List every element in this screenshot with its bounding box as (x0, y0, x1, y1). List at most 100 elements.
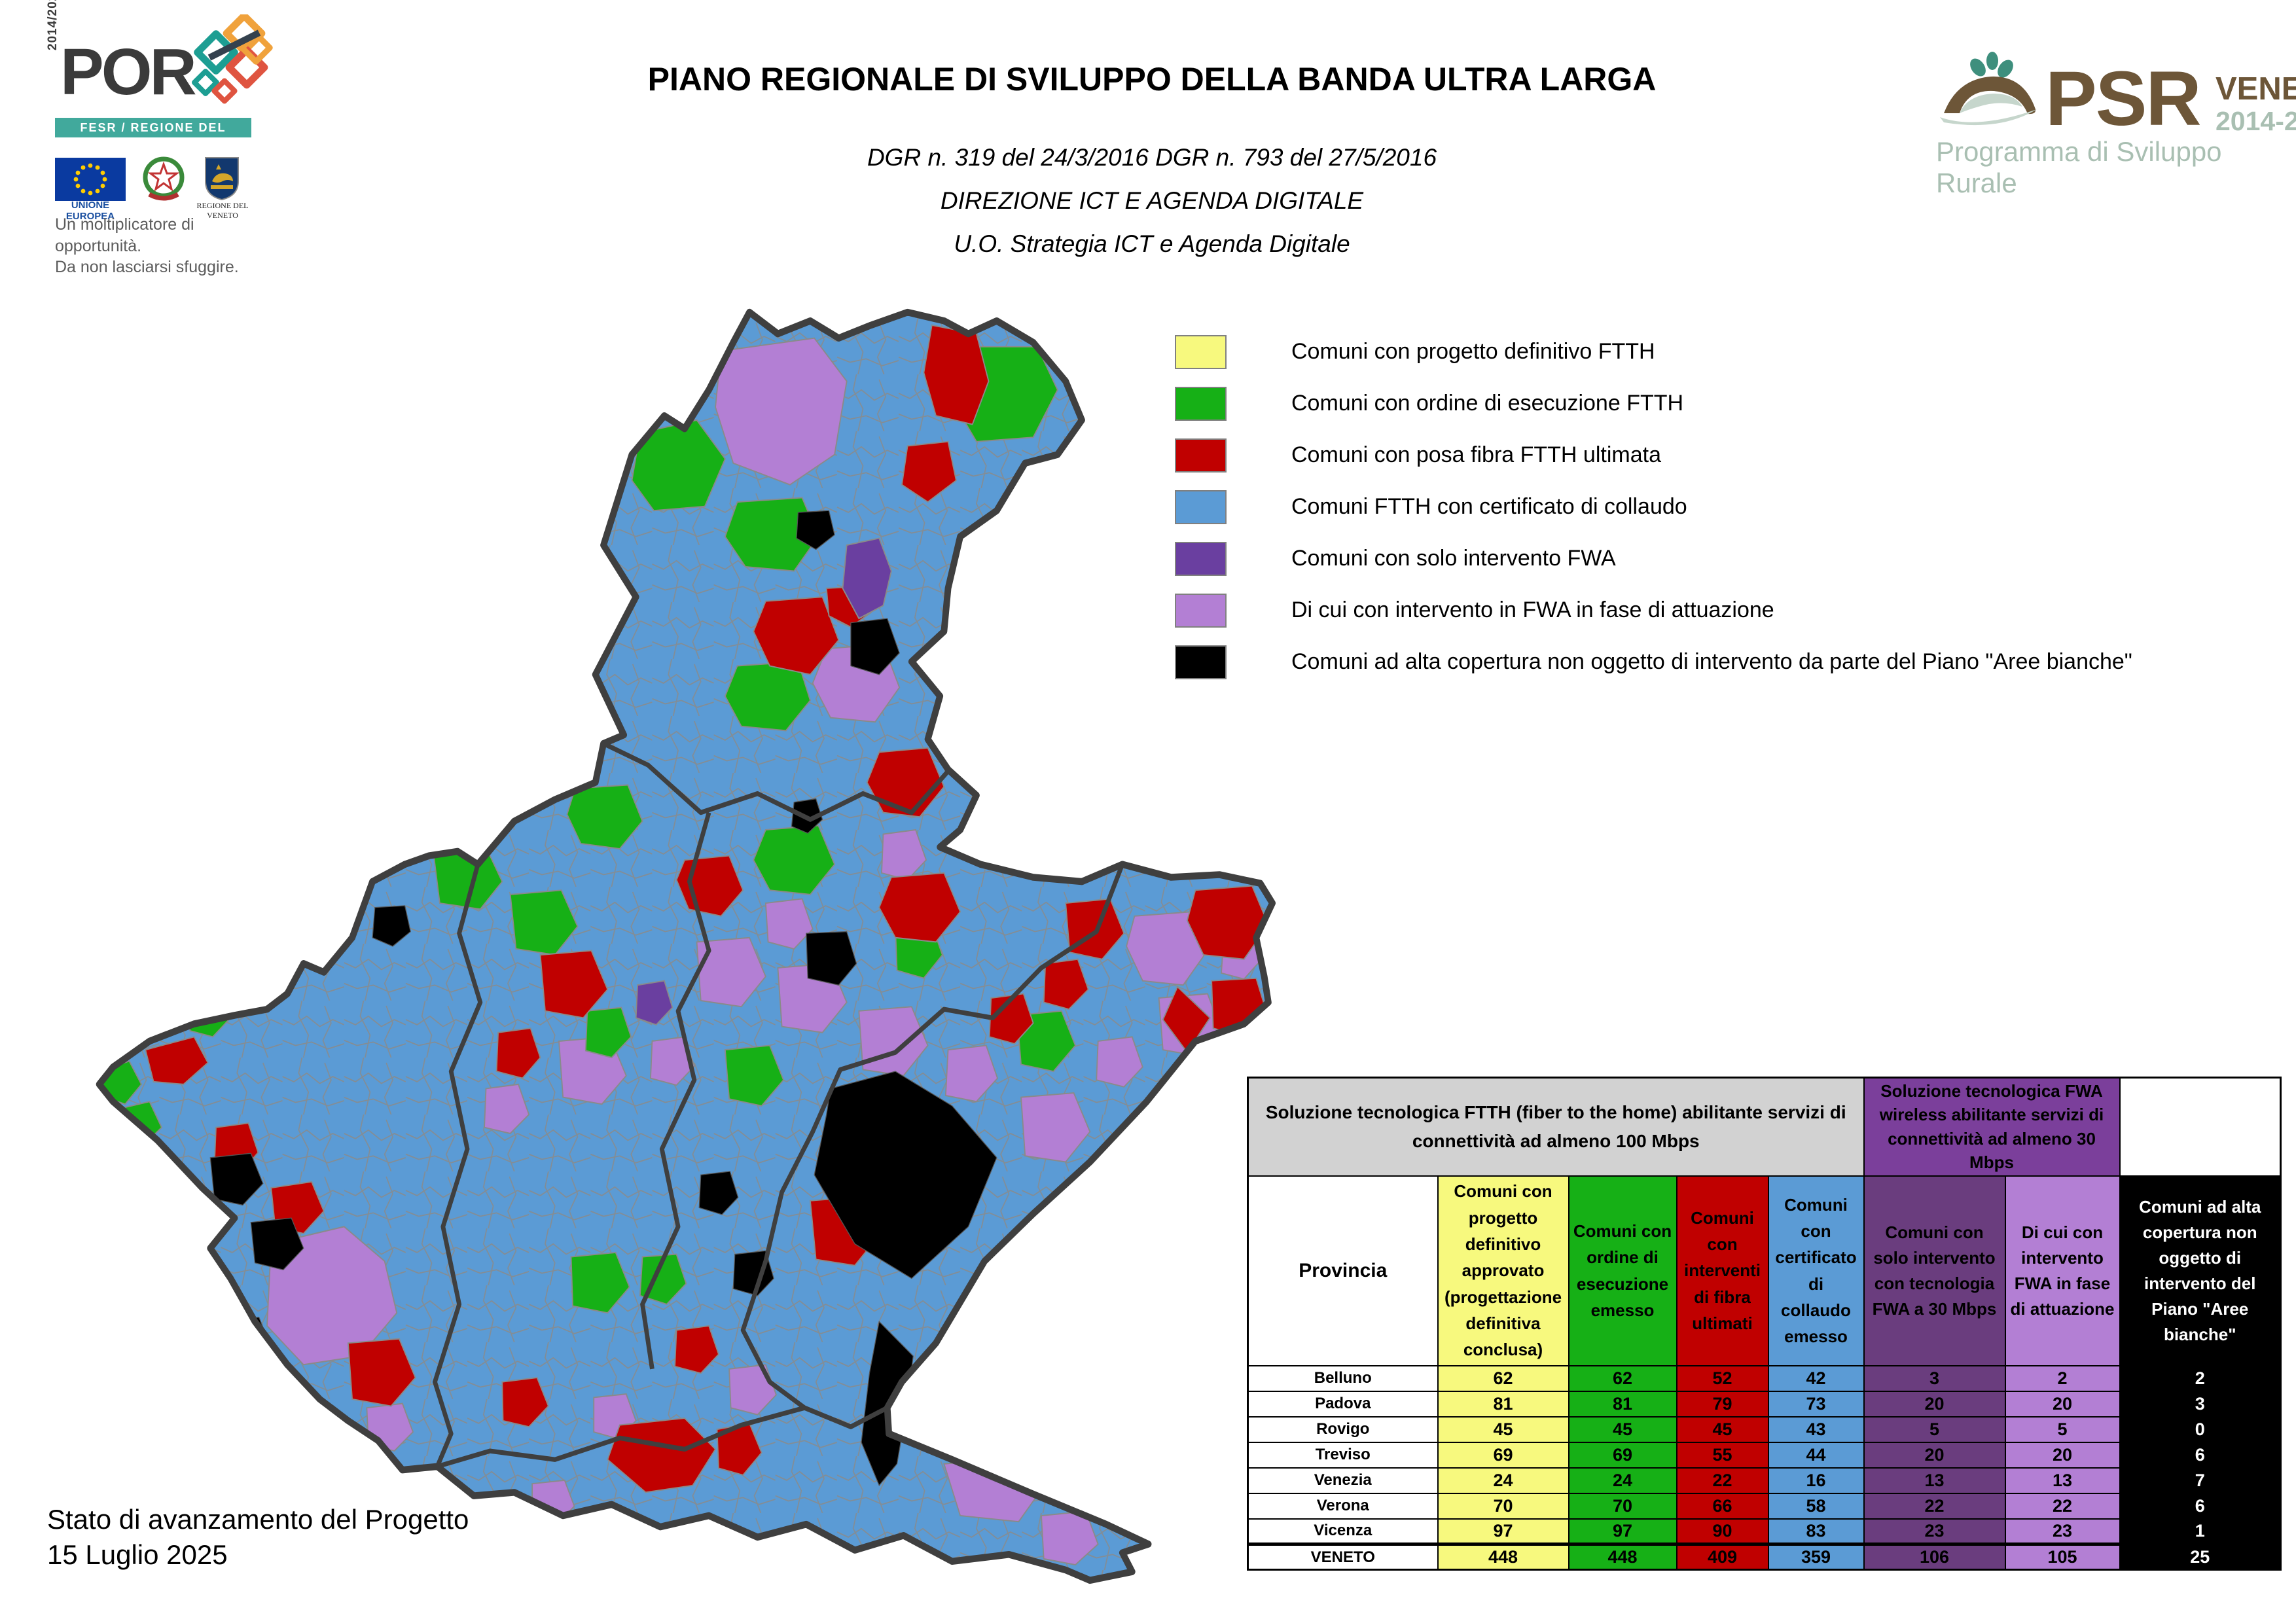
title-block: PIANO REGIONALE DI SVILUPPO DELLA BANDA … (589, 60, 1715, 266)
psr-region-label: VENETO (2215, 71, 2296, 107)
table-value-cell: 23 (2004, 1518, 2121, 1545)
table-value-cell: 45 (1568, 1416, 1677, 1443)
table-value-cell: 81 (1437, 1390, 1570, 1418)
table-value-cell: 81 (1568, 1390, 1677, 1418)
table-value-cell: 20 (2004, 1390, 2121, 1418)
table-column-header-row: Provincia Comuni con progetto definitivo… (1247, 1175, 2282, 1366)
table-value-cell: 2 (2119, 1364, 2282, 1392)
table-value-cell: 52 (1676, 1364, 1769, 1392)
table-value-cell: 45 (1437, 1416, 1570, 1443)
status-caption: Stato di avanzamento del Progetto 15 Lug… (47, 1502, 469, 1573)
col-header-provincia: Provincia (1247, 1175, 1439, 1366)
table-value-cell: 20 (1863, 1390, 2006, 1418)
legend-label: Comuni ad alta copertura non oggetto di … (1291, 649, 2132, 674)
province-boundaries (433, 741, 1125, 1469)
status-caption-line2: 15 Luglio 2025 (47, 1539, 228, 1570)
row-label: Vicenza (1247, 1518, 1439, 1545)
table-value-cell: 3 (1863, 1364, 2006, 1392)
col-header-fibra: Comuni con interventi di fibra ultimati (1676, 1175, 1769, 1366)
table-value-cell: 409 (1676, 1543, 1769, 1571)
table-value-cell: 70 (1437, 1492, 1570, 1520)
table-value-cell: 22 (2004, 1492, 2121, 1520)
row-label: Venezia (1247, 1467, 1439, 1494)
legend-swatch-blue (1175, 490, 1227, 524)
legend-swatch-red (1175, 438, 1227, 473)
legend-swatch-black (1175, 645, 1227, 679)
psr-logo: PSR VENETO 2014-2020 Programma di Svilup… (1931, 26, 2296, 198)
col-header-ordine: Comuni con ordine di esecuzione emesso (1568, 1175, 1677, 1366)
por-tagline: Un moltiplicatore di opportunità. Da non… (55, 214, 281, 278)
veneto-coat-of-arms-label: REGIONE DEL VENETO (196, 201, 249, 220)
table-row-venezia: Venezia 24 24 22 16 13 13 7 (1247, 1467, 2282, 1494)
status-caption-line1: Stato di avanzamento del Progetto (47, 1504, 469, 1535)
table-value-cell: 22 (1676, 1467, 1769, 1494)
row-label: Padova (1247, 1390, 1439, 1418)
subtitle-uo: U.O. Strategia ICT e Agenda Digitale (954, 230, 1350, 257)
legend-swatch-green (1175, 387, 1227, 421)
table-value-cell: 55 (1676, 1441, 1769, 1469)
table-row-treviso: Treviso 69 69 55 44 20 20 6 (1247, 1441, 2282, 1469)
table-value-cell: 20 (1863, 1441, 2006, 1469)
table-value-cell: 5 (1863, 1416, 2006, 1443)
eu-flag-icon (55, 158, 126, 201)
por-asterisk-icon (192, 14, 273, 104)
table-row-rovigo: Rovigo 45 45 45 43 5 5 0 (1247, 1416, 2282, 1443)
table-value-cell: 69 (1568, 1441, 1677, 1469)
group-header-fwa: Soluzione tecnologica FWA wireless abili… (1863, 1077, 2121, 1177)
por-tagline-line2: Da non lasciarsi sfuggire. (55, 258, 239, 276)
col-header-aree-bianche: Comuni ad alta copertura non oggetto di … (2119, 1175, 2282, 1366)
table-value-cell: 16 (1767, 1467, 1865, 1494)
table-value-cell: 0 (2119, 1416, 2282, 1443)
table-value-cell: 5 (2004, 1416, 2121, 1443)
subtitle-direzione: DIREZIONE ICT E AGENDA DIGITALE (940, 187, 1364, 214)
por-institution-logos: UNIONE EUROPEA REGIONE DEL VENETO (55, 149, 264, 222)
psr-tagline: Programma di Sviluppo Rurale (1936, 136, 2222, 198)
group-header-ftth: Soluzione tecnologica FTTH (fiber to the… (1247, 1077, 1865, 1177)
patches-aree-bianche (209, 510, 997, 1487)
psr-acronym: PSR (2045, 56, 2202, 142)
table-value-cell: 2 (2004, 1364, 2121, 1392)
legend-label: Comuni con solo intervento FWA (1291, 546, 1616, 571)
legend-swatch-purple-light (1175, 594, 1227, 628)
table-value-cell: 13 (2004, 1467, 2121, 1494)
table-value-cell: 45 (1676, 1416, 1769, 1443)
table-value-cell: 97 (1437, 1518, 1570, 1545)
veneto-choropleth-map (96, 308, 1276, 1584)
por-acronym: POR (60, 35, 197, 109)
table-value-cell: 6 (2119, 1492, 2282, 1520)
psr-years-label: 2014-2020 (2215, 106, 2296, 136)
table-value-cell: 106 (1863, 1543, 2006, 1571)
psr-subblock: VENETO 2014-2020 (2215, 73, 2296, 135)
col-header-fwa-attuazione: Di cui con intervento FWA in fase di att… (2004, 1175, 2121, 1366)
col-header-progetto: Comuni con progetto definitivo approvato… (1437, 1175, 1570, 1366)
table-row-padova: Padova 81 81 79 73 20 20 3 (1247, 1390, 2282, 1418)
row-label: Verona (1247, 1492, 1439, 1520)
table-value-cell: 62 (1437, 1364, 1570, 1392)
patches-solo-fwa (635, 537, 892, 1026)
table-value-cell: 66 (1676, 1492, 1769, 1520)
table-value-cell: 43 (1767, 1416, 1865, 1443)
table-value-cell: 1 (2119, 1518, 2282, 1545)
row-label: Treviso (1247, 1441, 1439, 1469)
table-value-cell: 13 (1863, 1467, 2006, 1494)
table-value-cell: 44 (1767, 1441, 1865, 1469)
table-value-cell: 62 (1568, 1364, 1677, 1392)
table-value-cell: 97 (1568, 1518, 1677, 1545)
veneto-coat-of-arms-icon (205, 157, 239, 201)
table-value-cell: 58 (1767, 1492, 1865, 1520)
psr-hill-leaves-icon (1940, 52, 2037, 126)
legend-swatch-yellow (1175, 335, 1227, 369)
table-value-cell: 73 (1767, 1390, 1865, 1418)
row-label: Rovigo (1247, 1416, 1439, 1443)
table-row-veneto-total: VENETO 448 448 409 359 106 105 25 (1247, 1543, 2282, 1571)
province-status-table: Soluzione tecnologica FTTH (fiber to the… (1247, 1077, 2282, 1571)
table-value-cell: 448 (1437, 1543, 1570, 1571)
table-value-cell: 70 (1568, 1492, 1677, 1520)
table-value-cell: 24 (1568, 1467, 1677, 1494)
eu-flag-label: UNIONE EUROPEA (65, 200, 115, 222)
table-value-cell: 79 (1676, 1390, 1769, 1418)
col-header-solo-fwa: Comuni con solo intervento con tecnologi… (1863, 1175, 2006, 1366)
region-outline (96, 308, 1276, 1584)
table-row-verona: Verona 70 70 66 58 22 22 6 (1247, 1492, 2282, 1520)
